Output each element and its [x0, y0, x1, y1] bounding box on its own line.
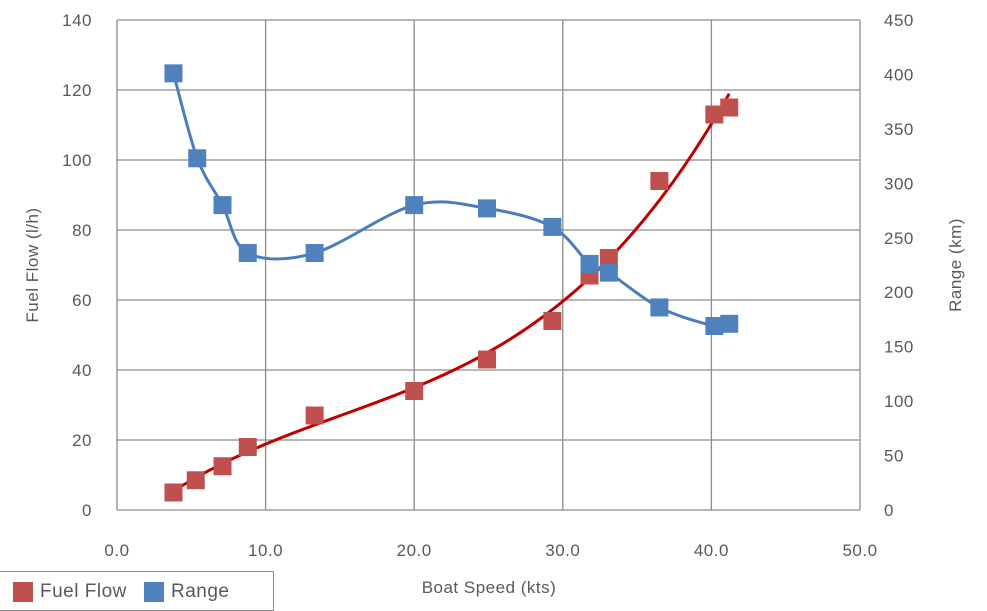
fuel-flow-point	[405, 382, 424, 400]
range-point	[599, 263, 618, 282]
y-tick-label: 120	[62, 81, 92, 100]
y2-axis-title: Range (km)	[946, 218, 965, 312]
legend-item-range: Range	[144, 581, 230, 603]
y-tick-label: 40	[72, 361, 92, 380]
x-tick-label: 10.0	[248, 541, 283, 560]
fuel-flow-point	[599, 249, 618, 267]
range-point	[405, 196, 424, 215]
y2-tick-label: 450	[884, 11, 914, 30]
gridlines	[116, 19, 861, 511]
legend-swatch-range	[144, 582, 164, 602]
range-point	[580, 254, 599, 273]
fuel-flow-point	[650, 172, 669, 190]
x-tick-label: 40.0	[694, 541, 729, 560]
legend-label-range: Range	[171, 581, 230, 602]
x-tick-label: 20.0	[397, 541, 432, 560]
range-point	[213, 196, 232, 215]
range-point	[705, 316, 724, 335]
range-point	[720, 314, 739, 333]
trend-lines	[172, 72, 731, 493]
y-axis-ticks: 0 20 40 60 80 100 120 140	[62, 11, 92, 520]
y2-axis-ticks: 0 50 100 150 200 250 300 350 400 450	[884, 11, 914, 520]
x-tick-label: 50.0	[842, 541, 877, 560]
x-axis-ticks: 0.0 10.0 20.0 30.0 40.0 50.0	[104, 541, 877, 560]
y2-tick-label: 250	[884, 229, 914, 248]
range-point	[543, 217, 562, 236]
fuel-flow-point	[543, 312, 562, 330]
legend-label-fuel-flow: Fuel Flow	[40, 581, 127, 602]
fuel-flow-point	[720, 98, 739, 117]
range-point	[188, 149, 207, 168]
range-point	[478, 199, 497, 218]
fuel-flow-point	[213, 457, 232, 476]
fuel-flow-point	[478, 350, 497, 369]
y2-tick-label: 350	[884, 120, 914, 139]
fuel-flow-trend-line	[172, 92, 731, 493]
data-points	[164, 64, 739, 502]
fuel-flow-point	[164, 483, 183, 502]
x-axis-title: Boat Speed (kts)	[422, 578, 557, 597]
range-point	[238, 244, 257, 263]
y-tick-label: 0	[82, 501, 92, 520]
y2-tick-label: 100	[884, 392, 914, 411]
y-tick-label: 80	[72, 221, 92, 240]
legend: Fuel Flow Range	[0, 571, 274, 611]
fuel-flow-point	[238, 438, 257, 456]
range-point	[164, 64, 183, 83]
y-tick-label: 20	[72, 431, 92, 450]
fuel-flow-point	[305, 406, 324, 425]
y2-tick-label: 50	[884, 447, 904, 466]
legend-swatch-fuel-flow	[13, 582, 33, 602]
y2-tick-label: 150	[884, 338, 914, 357]
y-axis-title: Fuel Flow (l/h)	[23, 207, 42, 322]
y-tick-label: 60	[72, 291, 92, 310]
legend-item-fuel-flow: Fuel Flow	[13, 581, 127, 603]
fuel-flow-point	[186, 471, 205, 490]
y2-tick-label: 400	[884, 65, 914, 84]
y-tick-label: 100	[62, 151, 92, 170]
range-point	[305, 244, 324, 263]
x-tick-label: 30.0	[545, 541, 580, 560]
y2-tick-label: 0	[884, 501, 894, 520]
range-series-line	[172, 72, 730, 329]
fuel-flow-point	[705, 105, 724, 124]
x-tick-label: 0.0	[104, 541, 129, 560]
range-point	[650, 298, 669, 317]
y2-tick-label: 300	[884, 174, 914, 193]
y2-tick-label: 200	[884, 283, 914, 302]
y-tick-label: 140	[62, 11, 92, 30]
